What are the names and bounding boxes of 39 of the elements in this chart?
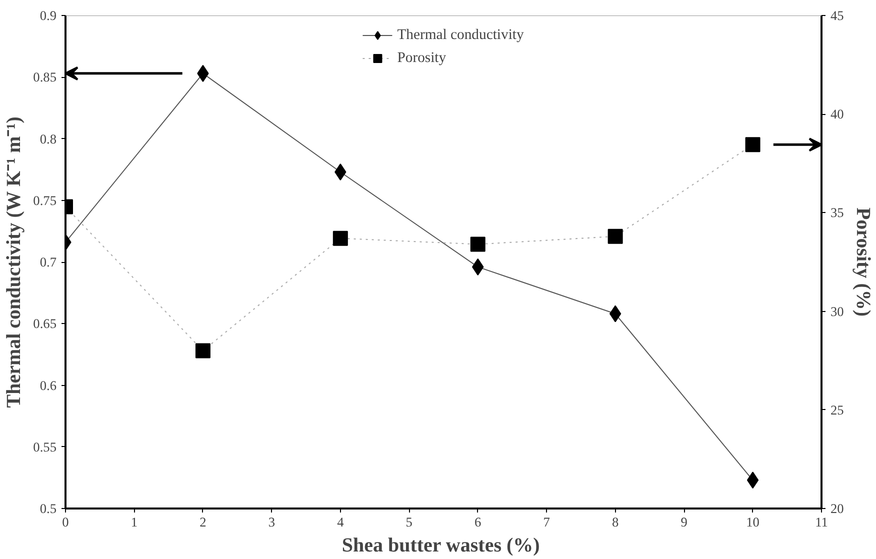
y-tick-label: 0.9 [40, 8, 57, 23]
x-tick-label: 2 [200, 514, 206, 530]
x-tick-label: 9 [680, 514, 688, 530]
y2-tick-label: 30 [830, 304, 844, 319]
y-tick-label: 0.75 [33, 192, 57, 208]
x-axis-title: Shea butter wastes (%) [342, 534, 540, 556]
x-tick-label: 1 [130, 514, 138, 530]
y-tick-label: 0.65 [33, 316, 57, 332]
point [609, 305, 622, 322]
point [332, 230, 348, 246]
y-axis-title: Thermal conductivity (W K⁻¹ m⁻¹) [3, 116, 26, 408]
x-tick-label: 6 [474, 514, 482, 530]
y-tick-label: 0.85 [33, 70, 57, 85]
legend-label: Thermal conductivity [397, 26, 524, 44]
x-tick-label: 4 [337, 514, 344, 530]
y2-tick-label: 40 [830, 106, 844, 122]
legend-label: Porosity [397, 50, 446, 66]
y2-tick-label: 35 [830, 205, 844, 220]
y-tick-label: 0.6 [40, 378, 57, 393]
x-tick-label: 8 [612, 514, 619, 530]
point [745, 137, 760, 152]
x-tick-label: 10 [746, 514, 760, 530]
y2-axis-title: Porosity (%) [852, 207, 874, 317]
y2-tick-label: 45 [830, 8, 844, 23]
x-tick-label: 0 [62, 514, 70, 530]
y-tick-label: 0.55 [33, 439, 57, 454]
y2-tick-label: 25 [830, 402, 844, 418]
point [470, 236, 486, 252]
x-tick-label: 3 [268, 514, 276, 530]
x-tick-label: 7 [543, 514, 550, 530]
x-tick-label: 5 [406, 514, 413, 530]
y-tick-label: 0.8 [40, 131, 57, 146]
x-tick-label: 11 [815, 514, 828, 530]
point [608, 228, 623, 244]
point [195, 343, 210, 358]
point [746, 472, 759, 489]
y-tick-label: 0.7 [40, 254, 57, 270]
y-tick-label: 0.5 [40, 501, 57, 516]
y2-tick-label: 20 [830, 501, 844, 516]
